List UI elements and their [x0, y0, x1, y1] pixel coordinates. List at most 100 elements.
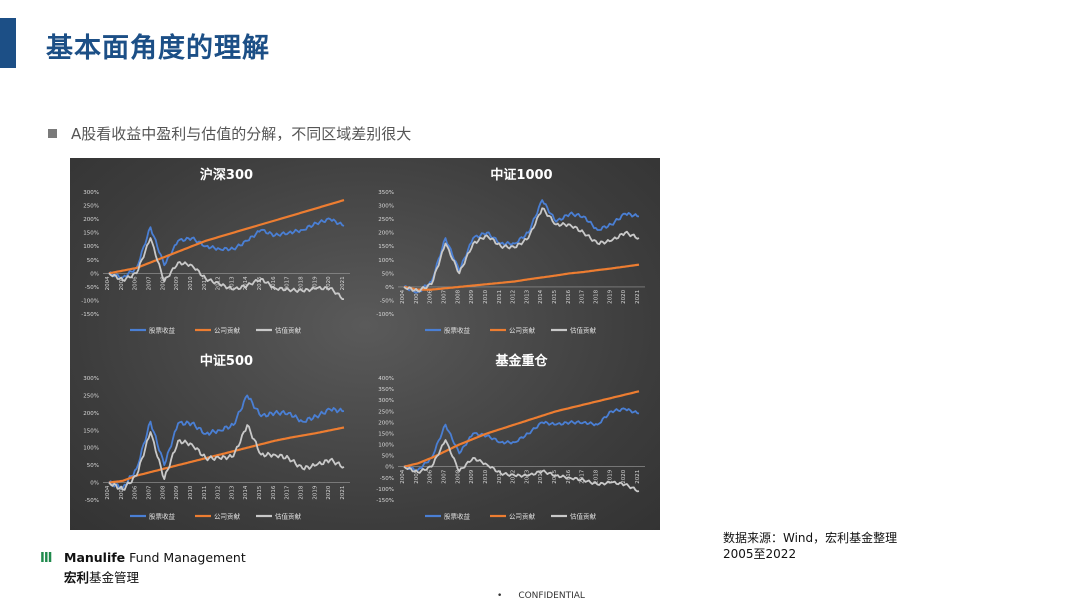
- charts-svg: 沪深300 -150% -100% -50% 0% 50% 100% 150% 200% 250%…: [81, 167, 645, 521]
- x-tick-label: 2009: [469, 469, 475, 483]
- x-tick-label: 2020: [326, 485, 332, 499]
- x-tick-label: 2020: [621, 469, 627, 483]
- x-tick-label: 2016: [566, 289, 572, 303]
- y-tick-label: 0%: [385, 465, 394, 471]
- x-tick-label: 2008: [455, 469, 461, 483]
- footer-confidential: CONFIDENTIAL: [518, 591, 585, 601]
- y-tick-label: -150%: [376, 498, 394, 504]
- series-line-company-contribution: [403, 263, 640, 291]
- source-line-2: 2005至2022: [723, 547, 797, 561]
- x-tick-label: 2020: [326, 276, 332, 290]
- y-tick-label: -50%: [85, 498, 99, 504]
- y-tick-label: -50%: [380, 476, 394, 482]
- y-tick-label: 100%: [378, 443, 394, 449]
- chart-title: 中证500: [200, 353, 253, 369]
- legend-label: 股票收益: [444, 512, 471, 521]
- x-tick-label: 2013: [229, 485, 235, 499]
- legend-label: 股票收益: [444, 326, 471, 335]
- chart-zz1000: 中证1000 -100% -50% 0% 50% 100% 150% 200% 250% 300%…: [376, 167, 645, 335]
- y-tick-label: 50%: [87, 463, 99, 469]
- y-tick-label: 50%: [382, 271, 394, 277]
- x-tick-label: 2012: [216, 486, 222, 500]
- chart-zz500: 中证500 -50% 0% 50% 100% 150% 200% 250% 300% 2004 20…: [83, 353, 350, 521]
- x-tick-label: 2011: [202, 276, 208, 290]
- y-tick-label: 0%: [90, 481, 99, 487]
- x-tick-label: 2011: [497, 470, 503, 484]
- x-tick-label: 2007: [441, 289, 447, 303]
- y-tick-label: 100%: [378, 258, 394, 264]
- x-tick-label: 2018: [299, 485, 305, 499]
- x-tick-label: 2010: [188, 276, 194, 290]
- x-tick-label: 2017: [580, 289, 586, 303]
- x-tick-label: 2014: [243, 485, 249, 499]
- x-tick-label: 2004: [400, 469, 406, 483]
- chart-fund: 基金重仓 -150% -100% -50% 0% 50% 100% 150% 200% 250% 3…: [376, 353, 645, 521]
- y-tick-label: -50%: [85, 285, 99, 291]
- series-line-stock-return: [403, 407, 640, 472]
- x-tick-label: 2005: [414, 289, 420, 303]
- x-tick-label: 2009: [174, 276, 180, 290]
- x-tick-label: 2006: [133, 276, 139, 290]
- legend-label: 公司贡献: [214, 326, 241, 335]
- y-tick-label: -100%: [376, 312, 394, 318]
- x-tick-label: 2008: [160, 276, 166, 290]
- logo-brand-bold: Manulife: [64, 550, 126, 565]
- chart-title: 中证1000: [490, 167, 552, 183]
- x-tick-label: 2005: [414, 469, 420, 483]
- y-tick-label: 50%: [382, 454, 394, 460]
- y-tick-label: 0%: [90, 271, 99, 277]
- chart-hs300: 沪深300 -150% -100% -50% 0% 50% 100% 150% 200% 250%…: [81, 167, 350, 335]
- y-tick-label: 150%: [378, 244, 394, 250]
- legend-label: 估值贡献: [570, 512, 597, 521]
- x-tick-label: 2006: [428, 289, 434, 303]
- series-line-stock-return: [403, 199, 640, 294]
- x-tick-label: 2008: [160, 485, 166, 499]
- y-tick-label: 150%: [378, 431, 394, 437]
- x-tick-label: 2018: [594, 289, 600, 303]
- manulife-logo-icon: III: [40, 551, 52, 566]
- x-tick-label: 2014: [538, 469, 544, 483]
- x-tick-label: 2006: [428, 469, 434, 483]
- x-tick-label: 2018: [594, 469, 600, 483]
- x-tick-label: 2014: [243, 276, 249, 290]
- logo-cn-rest: 基金管理: [89, 570, 140, 585]
- y-tick-label: 250%: [378, 217, 394, 223]
- y-tick-label: 350%: [378, 190, 394, 196]
- x-tick-label: 2006: [133, 485, 139, 499]
- x-tick-label: 2007: [441, 469, 447, 483]
- x-tick-label: 2019: [312, 485, 318, 499]
- x-tick-label: 2004: [400, 289, 406, 303]
- bullet-point: A股看收益中盈利与估值的分解，不同区域差别很大: [48, 123, 411, 144]
- x-tick-label: 2012: [511, 290, 517, 304]
- x-tick-label: 2021: [340, 276, 346, 290]
- x-tick-label: 2020: [621, 289, 627, 303]
- y-tick-label: 150%: [83, 231, 99, 237]
- x-tick-label: 2017: [285, 485, 291, 499]
- legend-label: 公司贡献: [509, 512, 536, 521]
- x-tick-label: 2015: [257, 485, 263, 499]
- x-tick-label: 2013: [524, 289, 530, 303]
- y-tick-label: 300%: [378, 204, 394, 210]
- y-tick-label: 400%: [378, 376, 394, 382]
- x-tick-label: 2011: [202, 486, 208, 500]
- y-tick-label: 200%: [83, 411, 99, 417]
- x-tick-label: 2014: [538, 289, 544, 303]
- series-line-valuation-contribution: [403, 439, 640, 493]
- series-line-valuation-contribution: [403, 207, 640, 293]
- series-line-company-contribution: [108, 199, 345, 275]
- logo-brand-rest: Fund Management: [125, 550, 246, 565]
- legend-label: 股票收益: [149, 326, 176, 335]
- chart-title: 沪深300: [200, 167, 253, 183]
- x-tick-label: 2007: [146, 276, 152, 290]
- x-tick-label: 2019: [607, 289, 613, 303]
- footer: • CONFIDENTIAL: [497, 591, 585, 601]
- y-tick-label: 100%: [83, 446, 99, 452]
- legend-label: 股票收益: [149, 512, 176, 521]
- bullet-text: A股看收益中盈利与估值的分解，不同区域差别很大: [71, 125, 412, 143]
- y-tick-label: 200%: [378, 231, 394, 237]
- y-tick-label: 150%: [83, 428, 99, 434]
- y-tick-label: 200%: [378, 420, 394, 426]
- x-tick-label: 2012: [511, 470, 517, 484]
- logo-english: Manulife Fund Management: [64, 550, 246, 565]
- x-tick-label: 2009: [174, 485, 180, 499]
